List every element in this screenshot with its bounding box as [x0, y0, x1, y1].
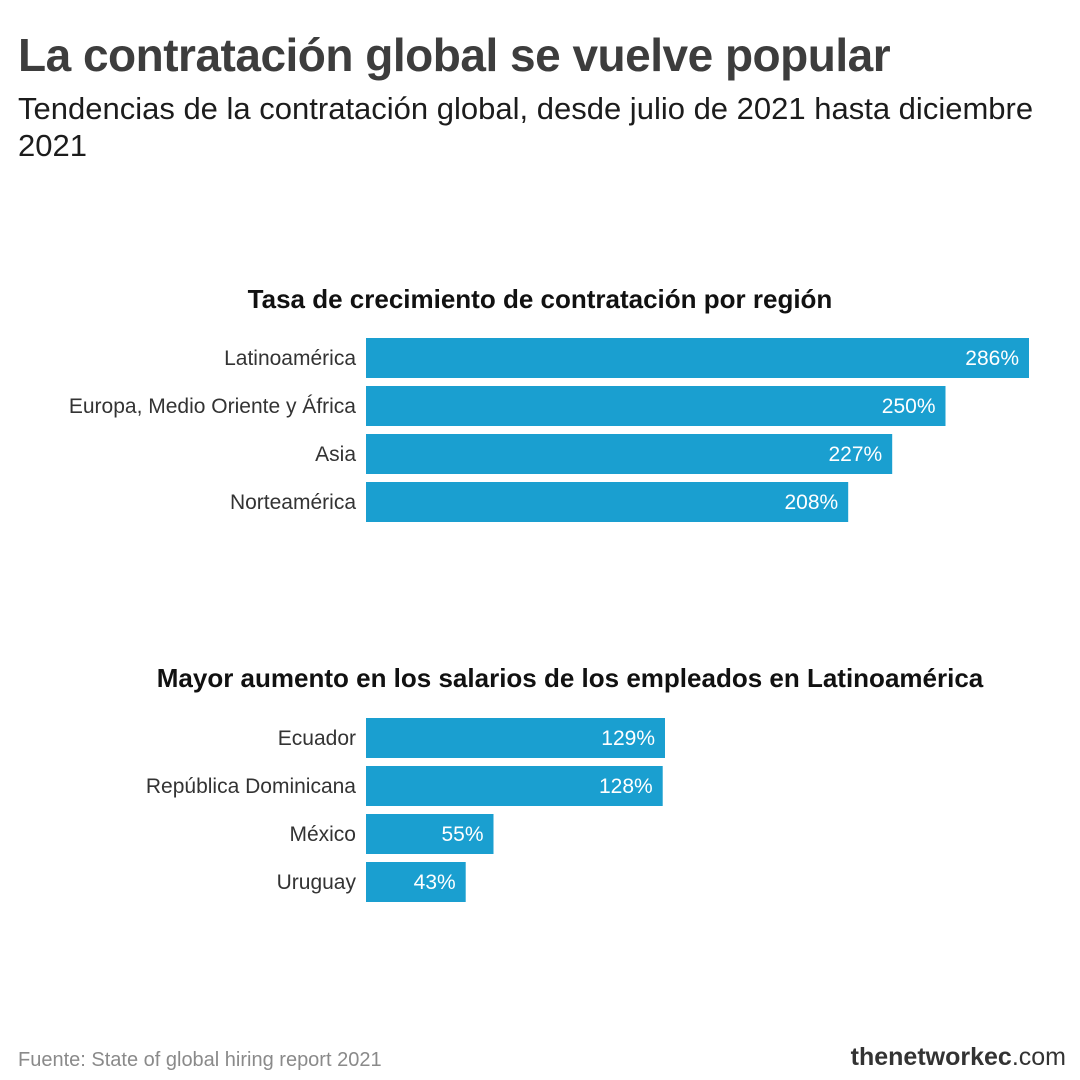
category-label: Asia: [315, 443, 356, 466]
bar: [366, 338, 1029, 378]
value-label: 55%: [441, 823, 483, 846]
value-label: 129%: [601, 727, 655, 750]
bar-chart-hiring-growth: Latinoamérica 286% Europa, Medio Oriente y…: [69, 338, 1029, 522]
category-label: República Dominicana: [146, 775, 356, 798]
category-label: Latinoamérica: [224, 347, 356, 370]
value-label: 128%: [599, 775, 653, 798]
value-label: 250%: [882, 395, 936, 418]
chart-title-salary-increase: Mayor aumento en los salarios de los emp…: [156, 663, 984, 693]
value-label: 286%: [965, 347, 1019, 370]
category-label: Europa, Medio Oriente y África: [69, 395, 356, 418]
brand-domain: .com: [1011, 1043, 1066, 1071]
category-label: Ecuador: [278, 727, 356, 750]
page-title: La contratación global se vuelve popular: [18, 29, 891, 81]
chart-title-hiring-growth: Tasa de crecimiento de contratación por …: [247, 284, 833, 314]
bar: [366, 862, 466, 902]
bar: [366, 482, 849, 522]
bar: [366, 718, 665, 758]
category-label: México: [289, 823, 356, 846]
category-label: Uruguay: [277, 871, 357, 894]
bar-chart-salary-increase: Ecuador 129% República Dominicana 128% Méxic…: [146, 718, 665, 902]
brand-name: thenetworkec: [850, 1043, 1012, 1071]
value-label: 227%: [828, 443, 882, 466]
brand-logo: thenetworkec.com: [851, 1043, 1066, 1072]
bar: [366, 434, 893, 474]
value-label: 43%: [414, 871, 456, 894]
bar: [366, 386, 946, 426]
category-label: Norteamérica: [230, 491, 356, 514]
bar: [366, 766, 663, 806]
value-label: 208%: [784, 491, 838, 514]
page-subtitle: Tendencias de la contratación global, de…: [18, 91, 1034, 163]
bar: [366, 814, 494, 854]
source-note: Fuente: State of global hiring report 20…: [18, 1049, 382, 1071]
